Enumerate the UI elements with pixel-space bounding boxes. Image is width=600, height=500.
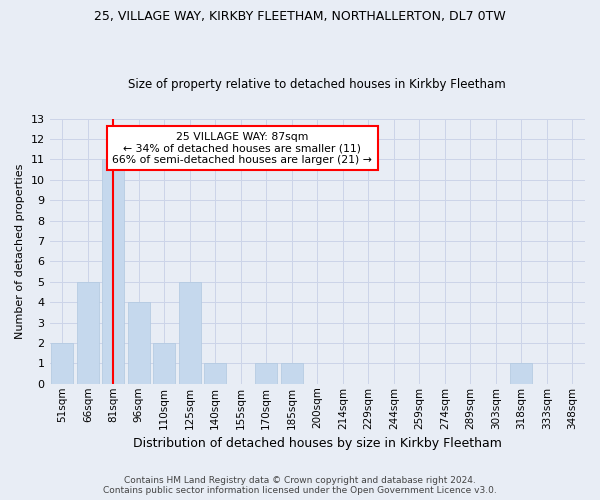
Text: 25 VILLAGE WAY: 87sqm
← 34% of detached houses are smaller (11)
66% of semi-deta: 25 VILLAGE WAY: 87sqm ← 34% of detached … (112, 132, 372, 165)
Bar (52, 343, 73, 384)
Y-axis label: Number of detached properties: Number of detached properties (15, 164, 25, 339)
Title: Size of property relative to detached houses in Kirkby Fleetham: Size of property relative to detached ho… (128, 78, 506, 91)
Bar (154, 343, 175, 384)
Text: 25, VILLAGE WAY, KIRKBY FLEETHAM, NORTHALLERTON, DL7 0TW: 25, VILLAGE WAY, KIRKBY FLEETHAM, NORTHA… (94, 10, 506, 23)
Bar (511, 364, 532, 384)
Bar (205, 364, 226, 384)
Bar (77, 282, 98, 384)
Bar (256, 364, 277, 384)
Bar (281, 364, 302, 384)
X-axis label: Distribution of detached houses by size in Kirkby Fleetham: Distribution of detached houses by size … (133, 437, 502, 450)
Text: Contains HM Land Registry data © Crown copyright and database right 2024.
Contai: Contains HM Land Registry data © Crown c… (103, 476, 497, 495)
Bar (179, 282, 200, 384)
Bar (103, 160, 124, 384)
Bar (128, 302, 149, 384)
